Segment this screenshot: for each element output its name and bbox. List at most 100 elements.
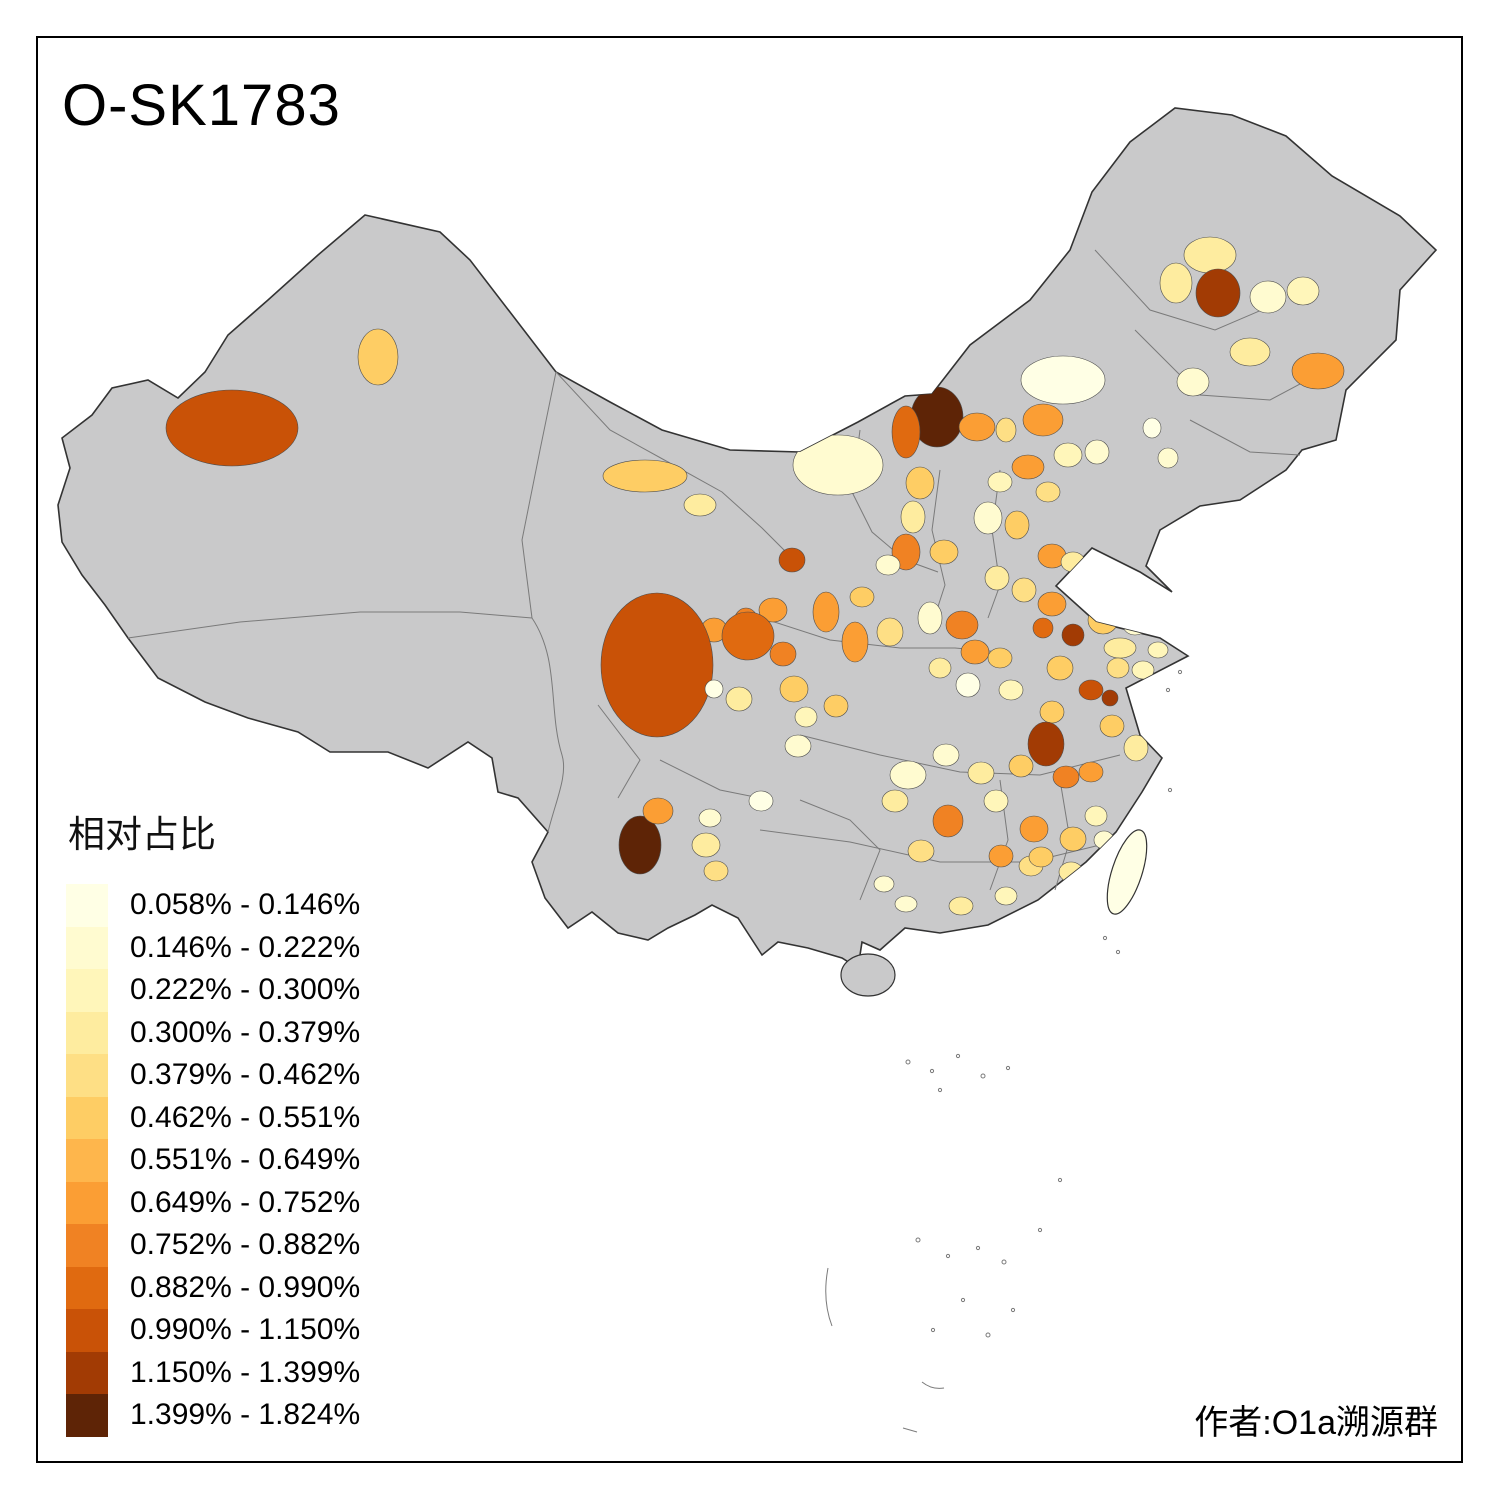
map-region	[849, 586, 875, 608]
map-region	[841, 621, 869, 663]
map-region	[602, 459, 688, 493]
map-region	[983, 789, 1009, 813]
legend-swatch	[66, 1181, 108, 1224]
map-region	[1011, 454, 1045, 480]
map-region	[1037, 591, 1067, 617]
map-region	[1122, 614, 1148, 636]
legend-swatch	[66, 1351, 108, 1394]
map-region	[1106, 657, 1130, 679]
map-region	[995, 417, 1017, 443]
legend-row: 0.551% - 0.649%	[66, 1139, 360, 1182]
attribution: 作者:O1a溯源群	[1194, 1404, 1438, 1442]
legend-label: 0.222% - 0.300%	[130, 973, 361, 1007]
legend-swatch	[66, 1011, 108, 1054]
map-region	[792, 434, 884, 496]
legend-row: 0.222% - 0.300%	[66, 969, 360, 1012]
legend-swatch	[66, 1224, 108, 1267]
map-region	[1123, 734, 1149, 762]
map-region	[987, 471, 1013, 493]
map-region	[967, 761, 995, 785]
legend-row: 0.379% - 0.462%	[66, 1054, 360, 1097]
legend-row: 0.462% - 0.551%	[66, 1096, 361, 1139]
map-region	[357, 328, 399, 386]
map-region	[1103, 637, 1137, 659]
legend-row: 0.146% - 0.222%	[66, 926, 360, 969]
map-region	[1011, 577, 1037, 603]
map-region	[984, 565, 1010, 591]
map-region	[917, 601, 943, 635]
map-region	[691, 832, 721, 858]
map-region	[948, 896, 974, 916]
map-region	[1147, 641, 1169, 659]
legend-title: 相对占比	[68, 814, 216, 855]
map-region	[1022, 403, 1064, 437]
plot-title: O-SK1783	[62, 73, 341, 138]
legend-label: 0.551% - 0.649%	[130, 1143, 361, 1177]
map-region	[698, 808, 722, 828]
map-region	[889, 760, 927, 790]
legend-label: 0.462% - 0.551%	[130, 1100, 361, 1134]
map-region	[1004, 510, 1030, 540]
map-region	[1059, 826, 1087, 852]
map-region	[960, 639, 990, 665]
south-china-sea-islands	[825, 669, 1183, 1433]
map-region	[1249, 280, 1287, 314]
map-region	[1019, 815, 1049, 843]
map-region	[1035, 481, 1061, 503]
map-region	[683, 493, 717, 517]
map-region	[1028, 846, 1054, 868]
map-region	[725, 686, 753, 712]
map-region	[1084, 805, 1108, 827]
legend-row: 0.300% - 0.379%	[66, 1011, 360, 1054]
map-region	[704, 679, 724, 699]
map-region	[1093, 830, 1115, 850]
map-region	[945, 610, 979, 640]
map-region	[1101, 689, 1119, 707]
map-region	[812, 591, 840, 633]
map-region	[891, 405, 921, 459]
legend-label: 0.882% - 0.990%	[130, 1270, 361, 1304]
legend-label: 0.379% - 0.462%	[130, 1058, 361, 1092]
map-region	[900, 500, 926, 534]
legend-rows: 0.058% - 0.146% 0.146% - 0.222% 0.222% - 0…	[66, 884, 360, 1437]
map-region	[873, 875, 895, 893]
map-region	[987, 647, 1013, 669]
legend-swatch	[66, 926, 108, 969]
map-region	[928, 657, 952, 679]
map-region	[932, 743, 960, 767]
map-region	[1061, 623, 1085, 647]
map-region	[721, 611, 775, 661]
legend-row: 1.150% - 1.399%	[66, 1351, 361, 1394]
map-region	[894, 895, 918, 913]
map-region	[1195, 268, 1241, 318]
map-region	[165, 389, 299, 467]
legend-label: 1.150% - 1.399%	[130, 1355, 361, 1389]
hainan-island	[840, 953, 896, 997]
legend-row: 0.649% - 0.752%	[66, 1181, 361, 1224]
legend-row: 1.399% - 1.824%	[66, 1394, 360, 1437]
map-region	[955, 672, 981, 698]
map-region	[1157, 447, 1179, 469]
map-region	[1084, 439, 1110, 465]
legend-swatch	[66, 1096, 108, 1139]
map-region	[1008, 754, 1034, 778]
map-region	[1291, 352, 1345, 390]
map-region	[1052, 765, 1080, 789]
map-region	[1078, 679, 1104, 701]
map-region	[1087, 605, 1119, 635]
map-region	[994, 886, 1018, 906]
map-region	[1099, 714, 1125, 738]
map-region	[748, 790, 774, 812]
legend-label: 0.649% - 0.752%	[130, 1185, 361, 1219]
map-region	[1131, 660, 1155, 680]
map-region	[1286, 276, 1320, 306]
china-landmass	[57, 107, 1438, 970]
map-region	[875, 554, 901, 576]
legend-label: 0.058% - 0.146%	[130, 888, 361, 922]
legend-swatch	[66, 884, 108, 927]
map-region	[905, 466, 935, 500]
map-region	[794, 706, 818, 728]
legend-row: 0.990% - 1.150%	[66, 1309, 360, 1352]
map-region	[1142, 417, 1162, 439]
